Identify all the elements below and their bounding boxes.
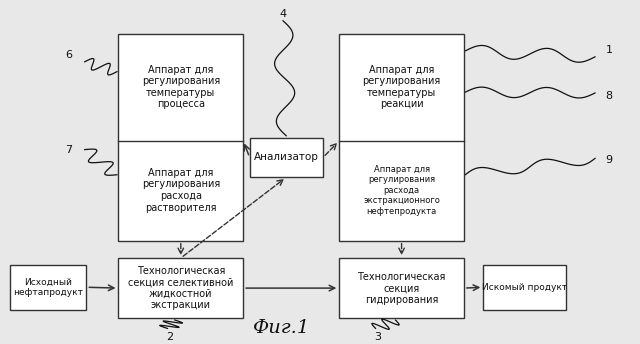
Bar (339, 258, 464, 318)
Text: Исходный
нефтапродукт: Исходный нефтапродукт (13, 278, 83, 297)
Text: 9: 9 (605, 155, 613, 165)
Text: Аппарат для
регулирования
температуры
реакции: Аппарат для регулирования температуры ре… (362, 65, 441, 109)
Bar (118, 34, 243, 241)
Text: Технологическая
секция
гидрирования: Технологическая секция гидрирования (357, 271, 446, 305)
Bar (118, 258, 243, 318)
Bar (10, 265, 86, 310)
Text: Анализатор: Анализатор (254, 152, 319, 162)
Text: 7: 7 (65, 144, 72, 155)
Text: 3: 3 (374, 332, 381, 342)
Text: Аппарат для
регулирования
расхода
растворителя: Аппарат для регулирования расхода раство… (141, 168, 220, 213)
Bar (250, 138, 323, 177)
Text: 1: 1 (606, 45, 612, 55)
Text: 6: 6 (65, 50, 72, 60)
Text: 2: 2 (166, 332, 173, 342)
Text: Искомый продукт: Искомый продукт (482, 283, 568, 292)
Text: Фиг.1: Фиг.1 (253, 319, 310, 337)
Text: Аппарат для
регулирования
расхода
экстракционного
нефтепродукта: Аппарат для регулирования расхода экстра… (363, 165, 440, 216)
Text: Технологическая
секция селективной
жидкостной
экстракции: Технологическая секция селективной жидко… (128, 266, 234, 311)
Text: Аппарат для
регулирования
температуры
процесса: Аппарат для регулирования температуры пр… (141, 65, 220, 109)
Text: 4: 4 (279, 9, 287, 19)
Text: 8: 8 (605, 91, 613, 101)
Bar (339, 34, 464, 241)
Bar (483, 265, 566, 310)
